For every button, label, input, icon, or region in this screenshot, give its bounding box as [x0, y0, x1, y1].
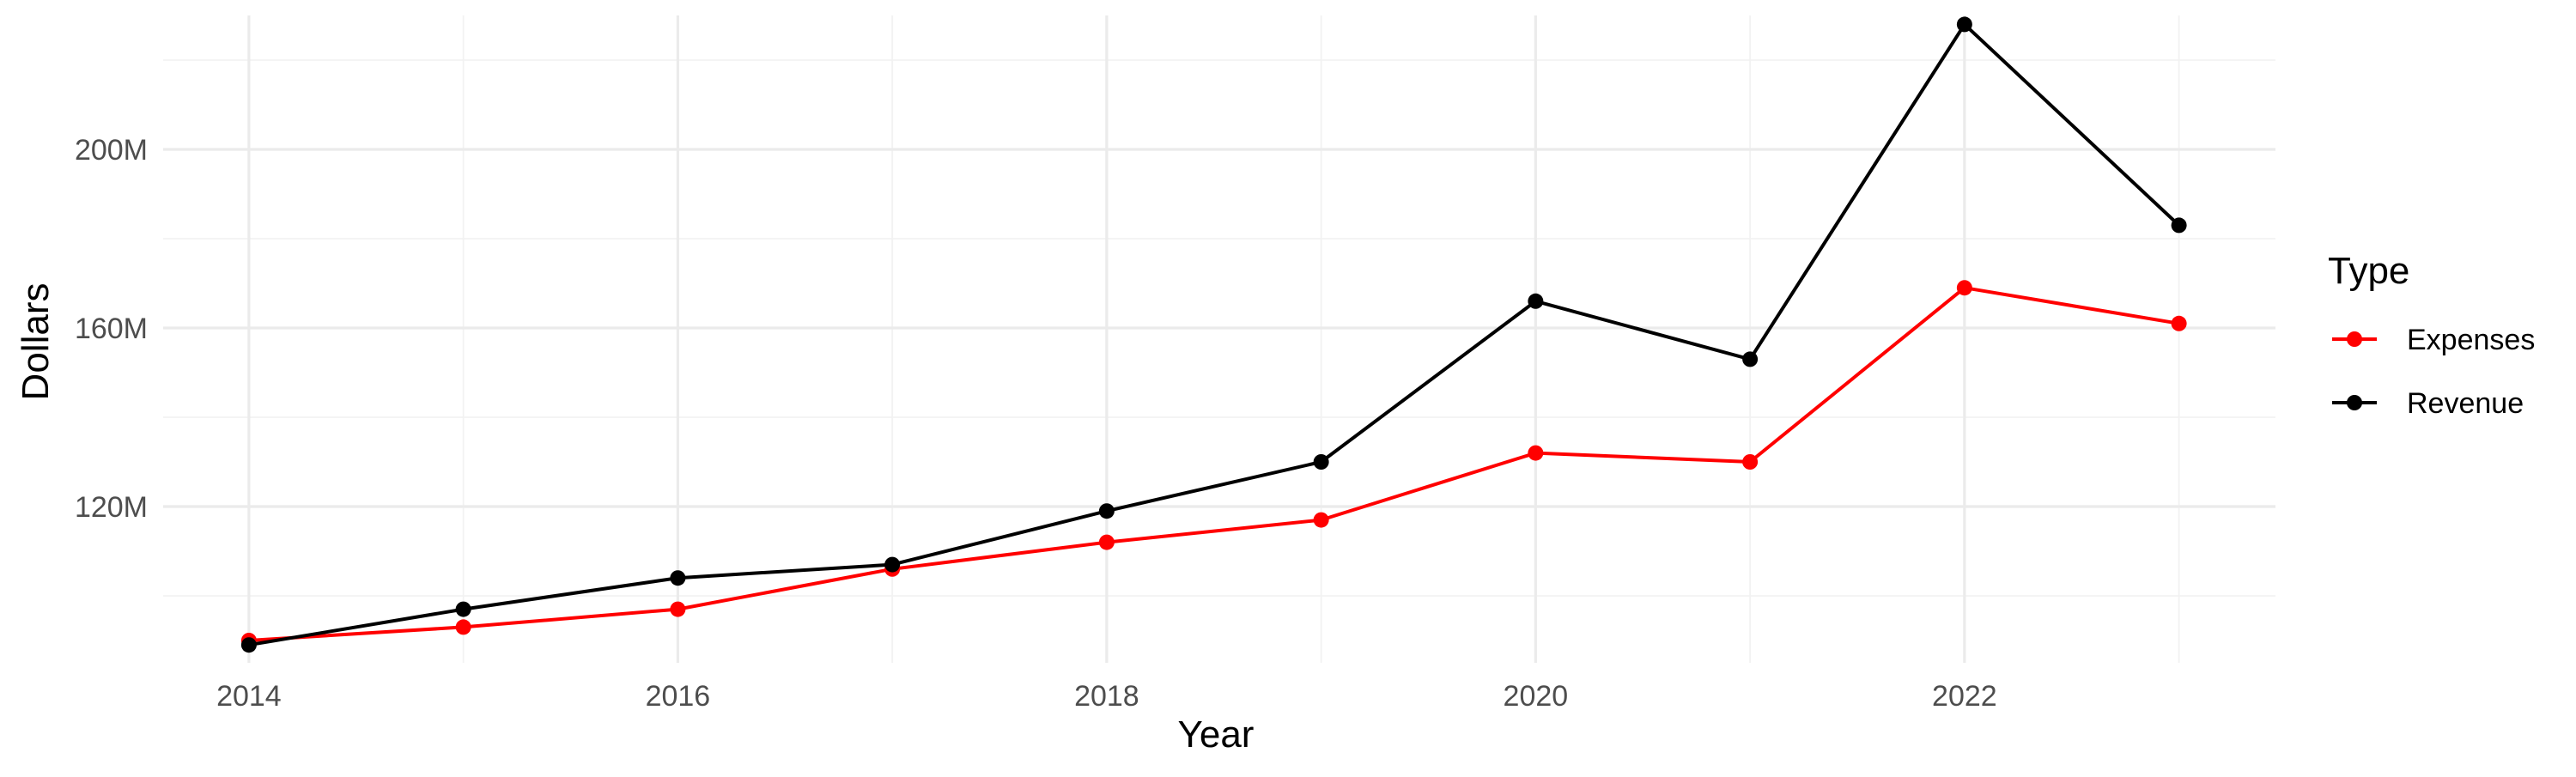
data-point: [240, 637, 257, 653]
legend-key-point: [2347, 395, 2362, 410]
legend-label: Revenue: [2407, 387, 2524, 420]
data-point: [1313, 512, 1329, 528]
x-tick-label: 2020: [1504, 680, 1569, 713]
x-tick-label: 2016: [646, 680, 711, 713]
data-point: [1742, 454, 1759, 470]
legend: Type Expenses Revenue: [2328, 250, 2535, 420]
series-line: [248, 22, 2180, 647]
y-tick-label: 160M: [75, 313, 148, 345]
x-tick-label: 2022: [1932, 680, 1997, 713]
data-point: [1956, 16, 1972, 33]
grid-lines: [163, 15, 2275, 663]
data-point: [884, 556, 901, 573]
legend-label: Expenses: [2407, 324, 2535, 356]
series-expenses: [240, 280, 2187, 648]
legend-item-expenses: Expenses: [2332, 324, 2535, 356]
series-line: [248, 286, 2179, 642]
data-point: [2171, 315, 2187, 331]
data-point: [455, 619, 471, 635]
data-point: [1528, 445, 1544, 461]
x-axis-title: Year: [1178, 713, 1255, 756]
data-point: [1742, 351, 1759, 367]
legend-key-point: [2347, 331, 2362, 347]
data-point: [670, 601, 686, 617]
axes: Year Dollars 2014 2016 2018 2020 2022 120M 160…: [15, 134, 1997, 756]
series-layer: [240, 16, 2187, 653]
data-point: [455, 601, 471, 617]
y-axis-title: Dollars: [15, 283, 57, 401]
data-point: [670, 570, 686, 586]
data-point: [1956, 280, 1972, 296]
data-point: [1098, 534, 1115, 550]
data-point: [1098, 503, 1115, 519]
y-tick-label: 120M: [75, 491, 148, 524]
legend-item-revenue: Revenue: [2332, 387, 2524, 420]
legend-title: Type: [2328, 250, 2409, 292]
y-tick-label: 200M: [75, 134, 148, 167]
x-tick-label: 2014: [216, 680, 282, 713]
data-point: [1313, 454, 1329, 470]
data-point: [1528, 293, 1544, 309]
x-tick-label: 2018: [1074, 680, 1139, 713]
data-point: [2171, 217, 2187, 234]
series-revenue: [240, 16, 2187, 653]
